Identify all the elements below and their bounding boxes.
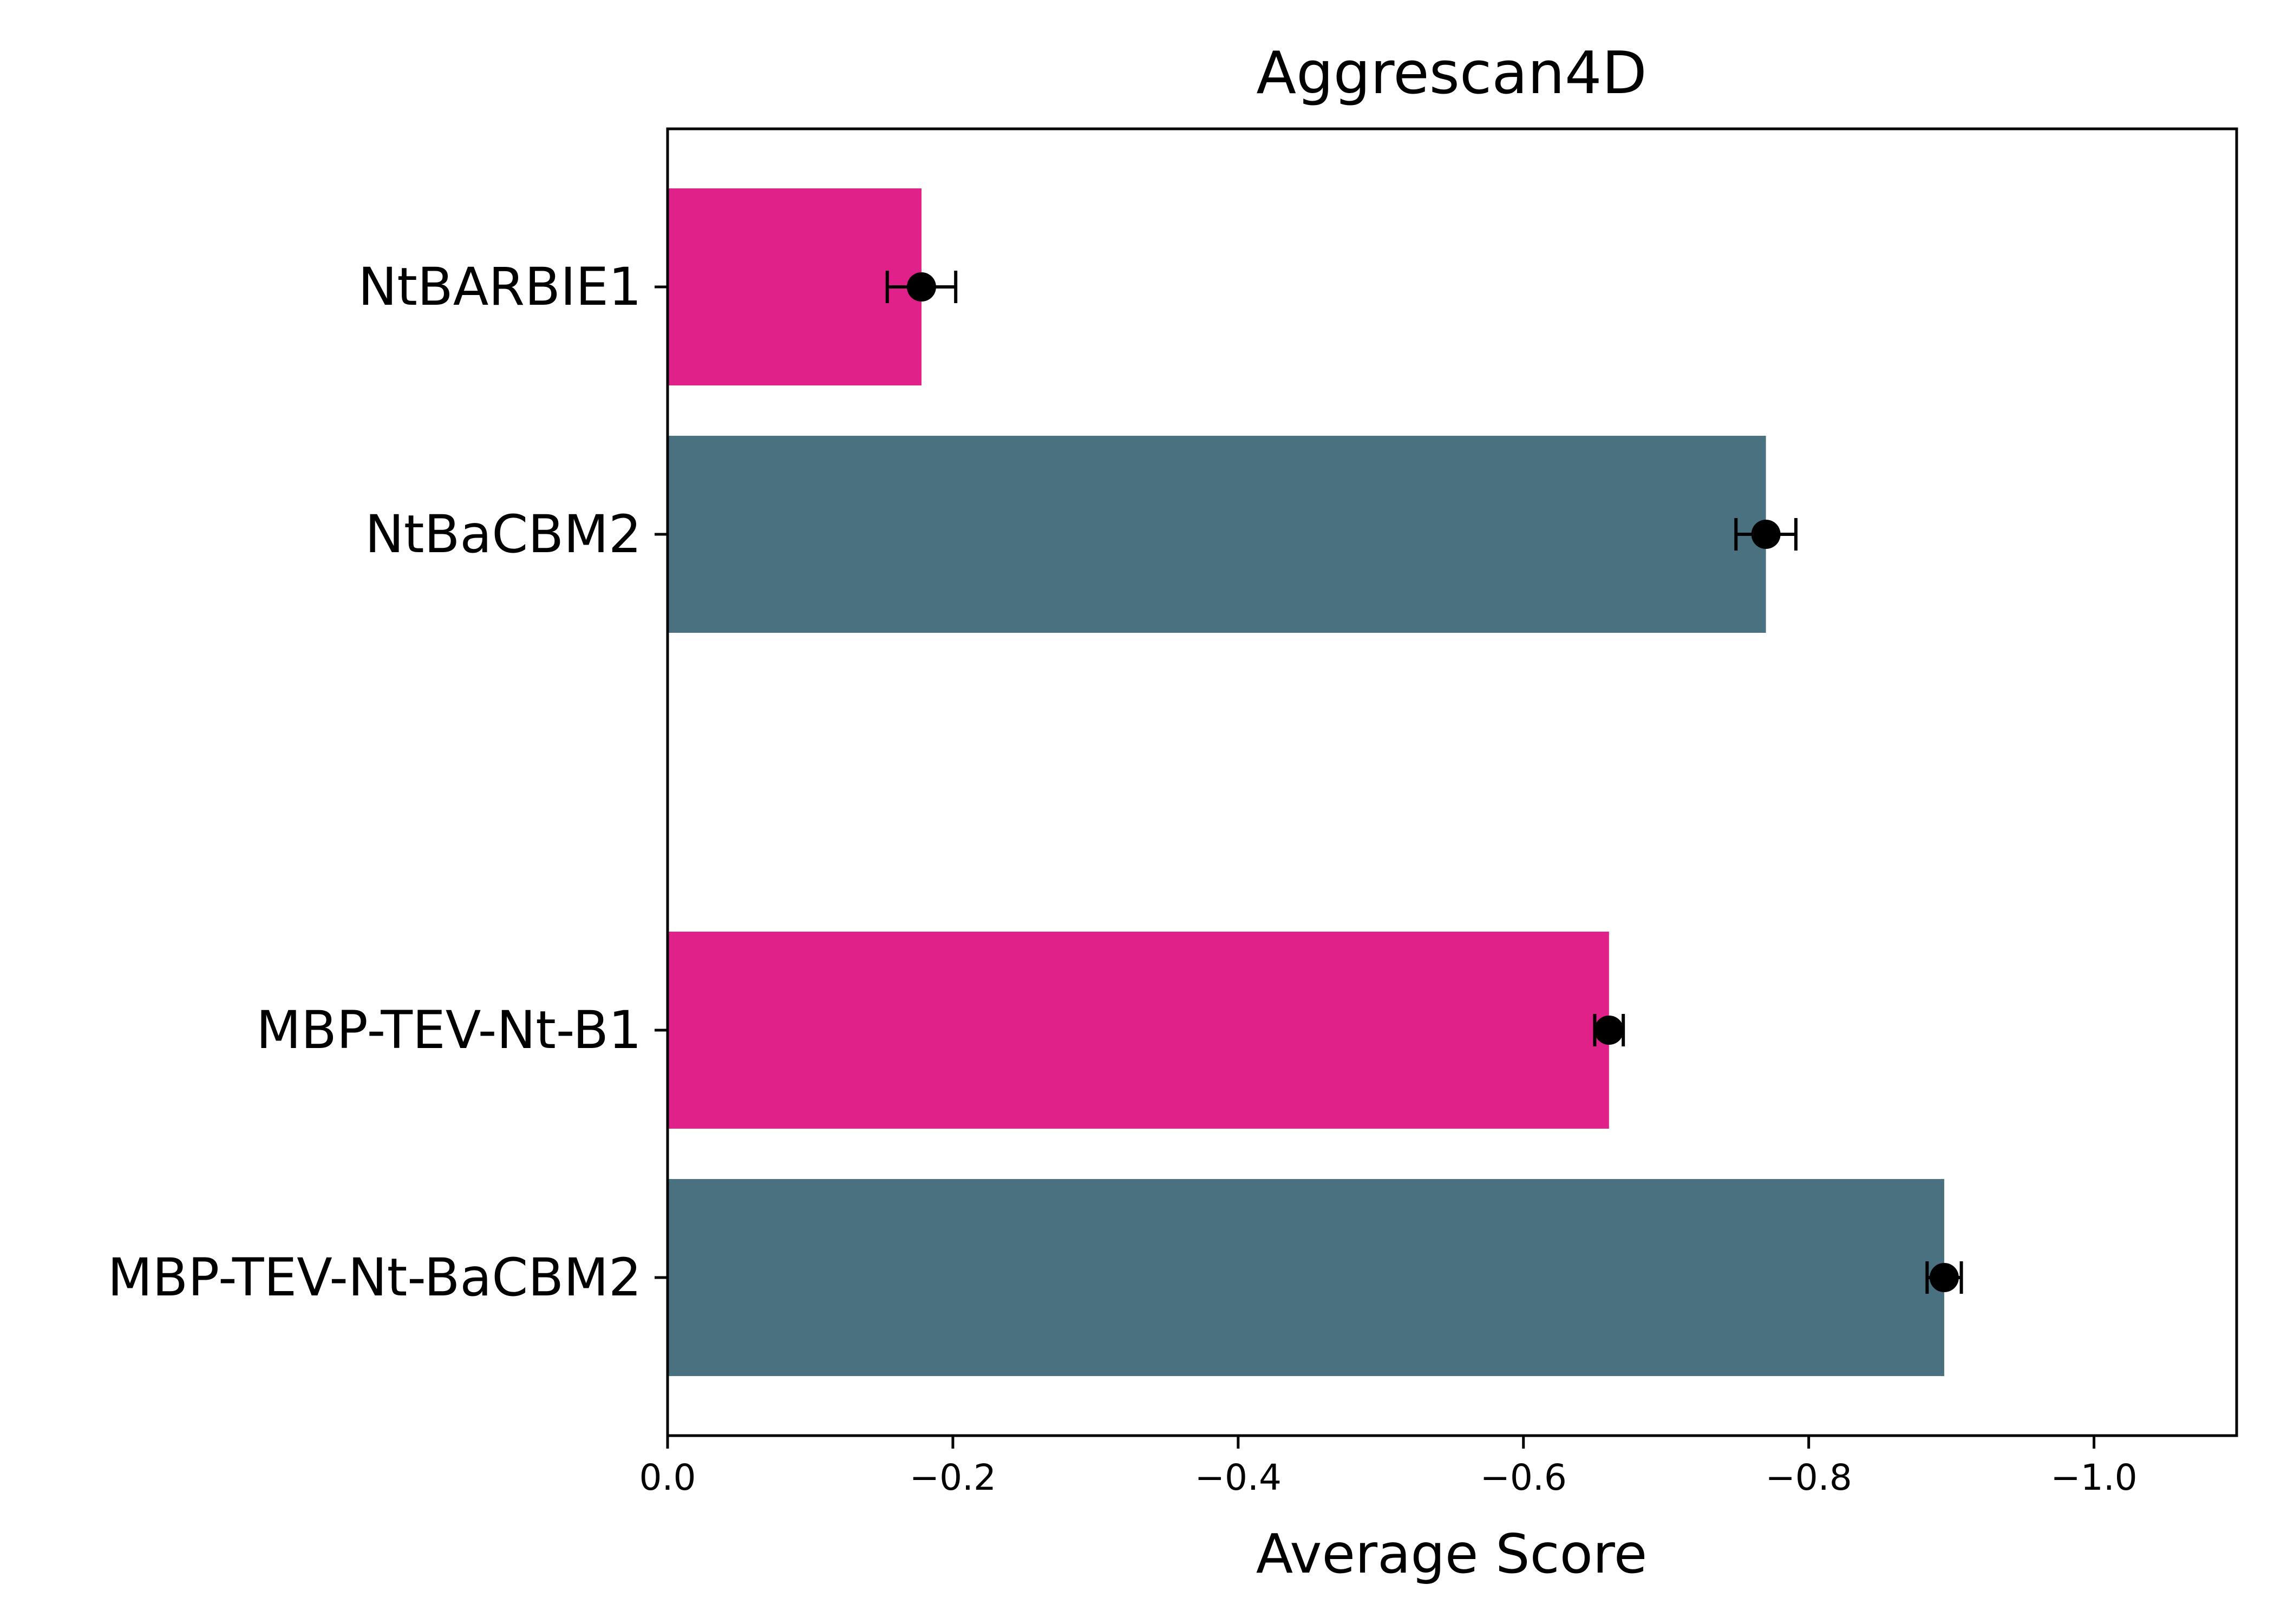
point-3	[1929, 1263, 1959, 1292]
point-2	[1594, 1016, 1624, 1045]
y-tick-label-2: MBP-TEV-Nt-B1	[256, 1000, 642, 1060]
error-bar-0	[885, 271, 958, 303]
bar-2	[668, 932, 1609, 1129]
x-tick-label-2: −0.4	[1195, 1457, 1282, 1498]
x-tick-label-4: −0.8	[1766, 1457, 1852, 1498]
x-tick-label-3: −0.6	[1480, 1457, 1567, 1498]
bar-3	[668, 1179, 1944, 1376]
x-tick-label-5: −1.0	[2050, 1457, 2137, 1498]
x-tick-label-1: −0.2	[910, 1457, 996, 1498]
point-0	[906, 272, 936, 302]
bar-1	[668, 436, 1766, 633]
point-1	[1751, 520, 1781, 549]
error-bar-1	[1734, 518, 1798, 551]
y-axis: NtBARBIE1 NtBaCBM2 MBP-TEV-Nt-B1 MBP-TEV-Nt…	[108, 257, 668, 1308]
x-tick-label-0: 0.0	[639, 1457, 696, 1498]
y-tick-label-1: NtBaCBM2	[365, 504, 642, 565]
y-tick-label-0: NtBARBIE1	[358, 257, 642, 317]
bar-0	[668, 188, 922, 385]
chart-title: Aggrescan4D	[1256, 40, 1647, 107]
x-axis-label: Average Score	[1256, 1522, 1648, 1586]
bars-layer	[668, 188, 1944, 1376]
error-bars-layer	[885, 271, 1963, 1294]
y-tick-label-3: MBP-TEV-Nt-BaCBM2	[108, 1247, 642, 1308]
error-bar-3	[1925, 1261, 1963, 1294]
x-axis: 0.0 −0.2 −0.4 −0.6 −0.8 −1.0	[639, 1436, 2138, 1498]
error-bar-2	[1593, 1014, 1625, 1046]
plot-frame	[666, 127, 2238, 1437]
